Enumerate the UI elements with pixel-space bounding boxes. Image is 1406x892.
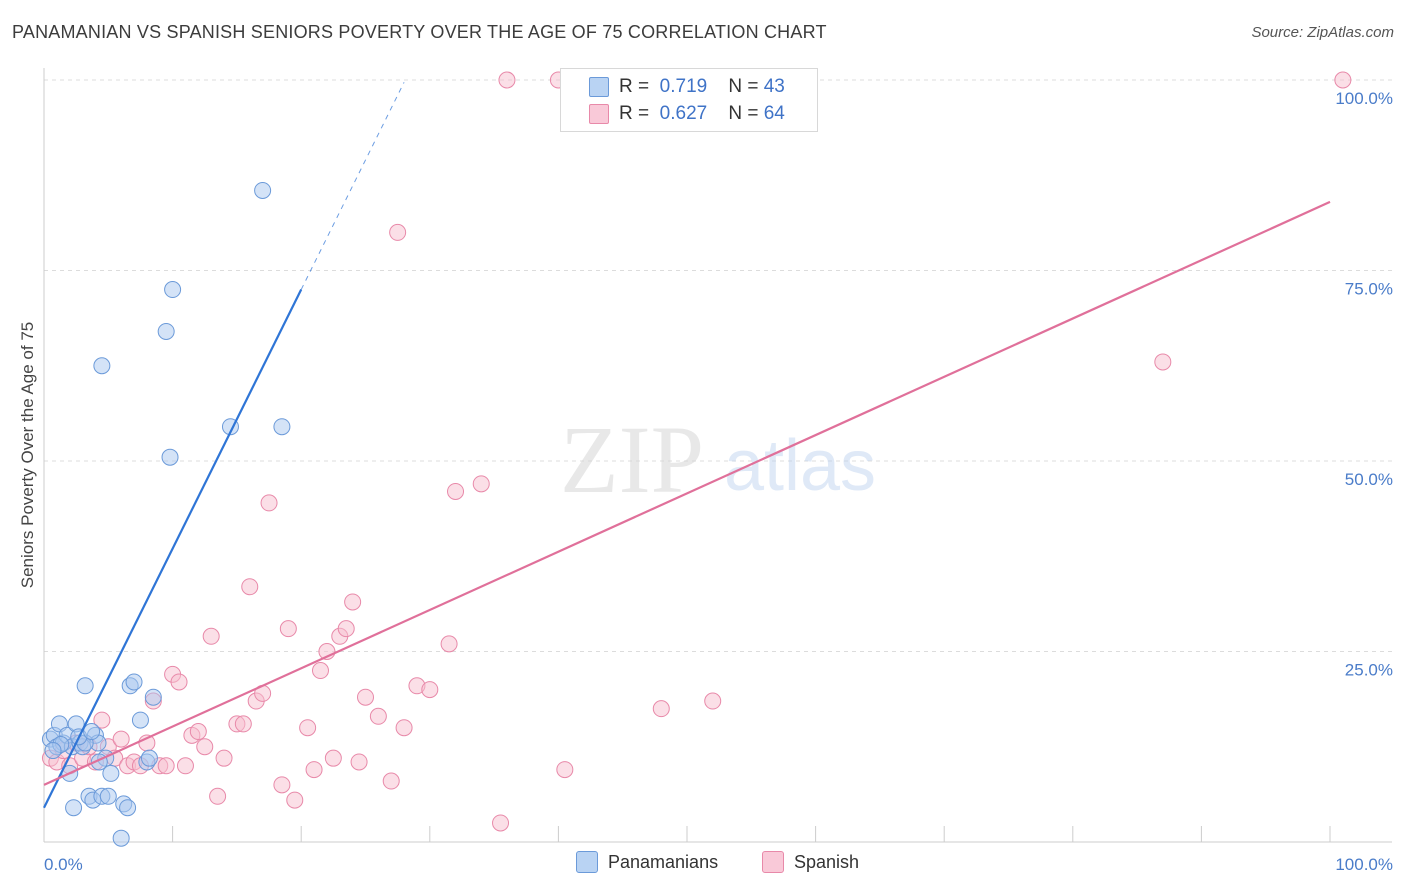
panamanian-point	[83, 723, 101, 741]
series-legend: Panamanians Spanish	[0, 851, 1406, 879]
spanish-point	[299, 719, 317, 737]
spanish-point	[279, 620, 297, 638]
spanish-point	[472, 475, 490, 493]
spanish-point	[389, 223, 407, 241]
spanish-point	[196, 738, 214, 756]
spanish-point	[112, 730, 130, 748]
spanish-point	[447, 482, 465, 500]
n-value: 43	[763, 76, 785, 97]
legend-swatch-pink	[589, 104, 609, 124]
r-label: R =	[619, 103, 650, 124]
spanish-point	[209, 787, 227, 805]
spanish-point	[260, 494, 278, 512]
panamanian-point	[164, 281, 182, 299]
spanish-point	[357, 688, 374, 706]
spanish-point	[241, 578, 259, 596]
spanish-point	[704, 692, 722, 710]
legend-item-panamanians: Panamanians	[576, 851, 718, 873]
panamanian-point	[44, 742, 62, 760]
spanish-point	[350, 753, 368, 771]
n-value: 64	[763, 103, 785, 124]
panamanian-point	[125, 673, 143, 691]
r-value: 0.719	[659, 76, 708, 97]
panamanian-point	[144, 688, 162, 706]
spanish-point	[421, 681, 439, 699]
spanish-point	[157, 757, 175, 775]
spanish-point	[170, 673, 188, 691]
source-label: Source: ZipAtlas.com	[1251, 24, 1394, 41]
spanish-point	[273, 776, 291, 794]
grid-lines	[44, 79, 1392, 652]
legend-swatch-blue	[576, 851, 598, 873]
spanish-point	[337, 620, 355, 638]
panamanian-point	[102, 764, 120, 782]
legend-swatch-blue	[589, 77, 609, 97]
spanish-point	[344, 593, 362, 611]
y-tick-label: 25.0%	[1345, 661, 1393, 680]
axes	[43, 68, 1392, 843]
spanish-point	[202, 627, 220, 645]
panamanian-point	[112, 829, 130, 847]
chart-title: PANAMANIAN VS SPANISH SENIORS POVERTY OV…	[12, 22, 827, 42]
panamanian-trend-line	[43, 289, 303, 809]
correlation-legend: R = 0.719 N = 43 R = 0.627 N = 64	[560, 68, 818, 132]
panamanian-point	[65, 799, 83, 817]
r-value: 0.627	[659, 103, 708, 124]
panamanian-point	[131, 711, 149, 729]
spanish-trend-line	[43, 200, 1331, 786]
spanish-point	[556, 761, 574, 779]
panamanian-point	[273, 418, 291, 436]
legend-row-spanish: R = 0.627 N = 64	[619, 102, 785, 126]
spanish-point	[1334, 71, 1352, 89]
panamanian-point	[119, 799, 137, 817]
legend-label: Panamanians	[608, 851, 719, 872]
legend-item-spanish: Spanish	[762, 851, 859, 873]
legend-row-panamanians: R = 0.719 N = 43	[619, 75, 785, 99]
legend-label: Spanish	[794, 851, 860, 872]
panamanian-point	[76, 677, 94, 695]
spanish-point	[498, 71, 516, 89]
spanish-point	[369, 707, 387, 725]
spanish-point	[189, 723, 207, 741]
spanish-point	[395, 719, 413, 737]
panamanian-point	[157, 322, 175, 340]
spanish-point	[286, 791, 304, 809]
spanish-point	[440, 635, 458, 653]
r-label: R =	[619, 76, 650, 97]
spanish-point	[176, 757, 194, 775]
spanish-point	[324, 749, 342, 767]
spanish-point	[492, 814, 510, 832]
n-label: N =	[728, 76, 759, 97]
spanish-point	[382, 772, 400, 790]
n-label: N =	[728, 103, 759, 124]
x-tick-label: 0.0%	[44, 855, 83, 874]
spanish-point	[311, 662, 329, 680]
x-tick-label: 100.0%	[1335, 855, 1393, 874]
panamanian-point	[99, 787, 117, 805]
trend-lines	[43, 82, 1331, 809]
panamanian-point	[161, 448, 179, 466]
legend-swatch-pink	[762, 851, 784, 873]
spanish-point	[93, 711, 111, 729]
panamanian-trend-extension	[300, 82, 405, 290]
spanish-point	[652, 700, 670, 718]
spanish-point	[1154, 353, 1172, 371]
panamanian-point	[93, 357, 111, 375]
spanish-point	[215, 749, 233, 767]
spanish-point	[234, 715, 252, 733]
panamanian-point	[140, 749, 158, 767]
tick-labels: 25.0% 50.0% 75.0% 100.0% 0.0% 100.0%	[44, 89, 1393, 874]
y-tick-label: 100.0%	[1335, 89, 1393, 108]
watermark-zip: ZIP	[560, 406, 704, 513]
panamanian-points	[41, 181, 291, 847]
spanish-point	[305, 761, 323, 779]
y-tick-label: 75.0%	[1345, 280, 1393, 299]
panamanian-point	[254, 181, 272, 199]
y-tick-label: 50.0%	[1345, 470, 1393, 489]
watermark: ZIP atlas	[560, 406, 876, 513]
